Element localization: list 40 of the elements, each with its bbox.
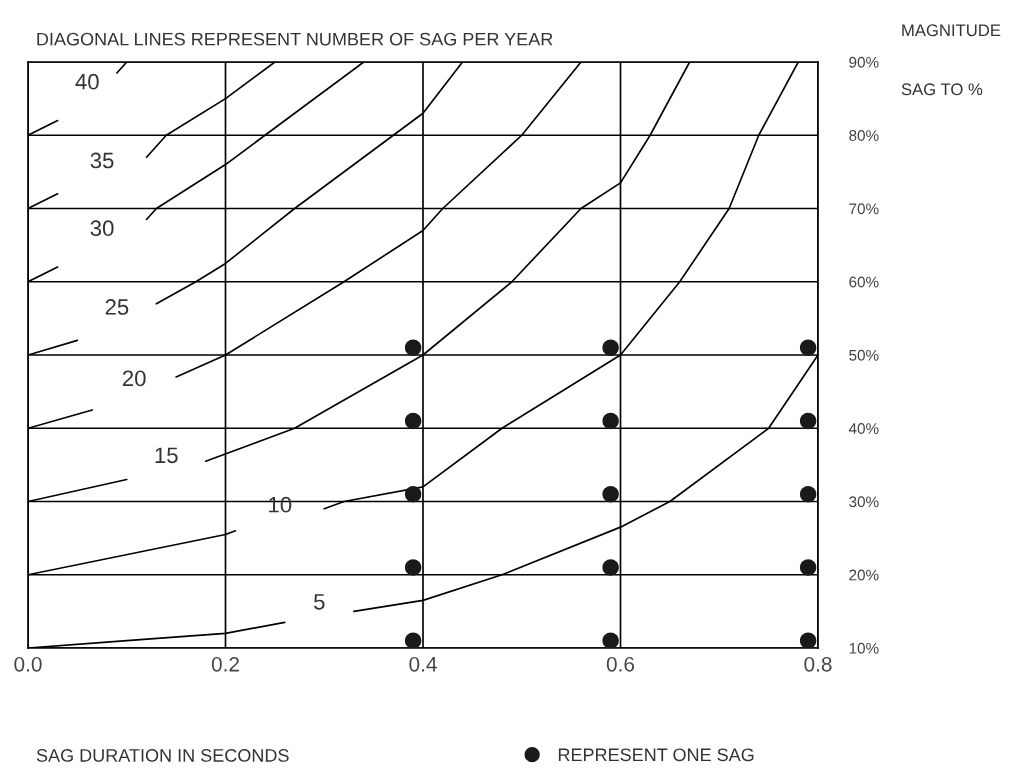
point [602, 485, 619, 503]
y-tick-label: 20% [849, 569, 879, 581]
series-label: 35 [90, 152, 114, 169]
point [602, 559, 619, 576]
series-label: 15 [155, 447, 178, 464]
y-tick-label: 80% [849, 130, 879, 141]
y-tick-label: 60% [849, 276, 879, 288]
series-label: 20 [122, 370, 146, 387]
series-label: 25 [105, 299, 129, 315]
point [799, 485, 817, 503]
point [404, 412, 422, 430]
legend-label: REPRESENT ONE SAG [558, 748, 754, 762]
point [404, 485, 422, 503]
y-tick-label: 50% [849, 349, 879, 361]
x-tick-label: 0.4 [409, 656, 437, 672]
series-label: 40 [75, 73, 99, 90]
point [602, 632, 619, 648]
x-tick-label: 0.2 [211, 656, 239, 672]
y-tick-label: 90% [849, 56, 879, 68]
series-label: 30 [90, 220, 114, 237]
point [404, 559, 422, 576]
y-tick-label: 10% [849, 642, 879, 654]
y-tick-label: 40% [848, 423, 879, 434]
chart-title: DIAGONAL LINES REPRESENT NUMBER OF SAG PER YEAR [37, 32, 553, 46]
x-tick-label: 0.0 [14, 656, 42, 672]
y-tick-label: 70% [849, 203, 879, 215]
point [799, 339, 817, 356]
point [404, 339, 422, 356]
x-tick-label: 0.6 [606, 656, 635, 672]
point [404, 632, 422, 648]
x-tick-label: 0.8 [804, 656, 832, 672]
point [602, 339, 619, 356]
point [799, 412, 817, 430]
point [799, 559, 817, 576]
text: SAG DURATION IN SECONDS [36, 749, 289, 762]
y-tick-label: 30% [849, 496, 879, 508]
series-label: 5 [314, 594, 325, 610]
point [799, 632, 817, 648]
text: MAGNITUDE SAG TO % [901, 24, 1001, 96]
point [602, 412, 619, 430]
